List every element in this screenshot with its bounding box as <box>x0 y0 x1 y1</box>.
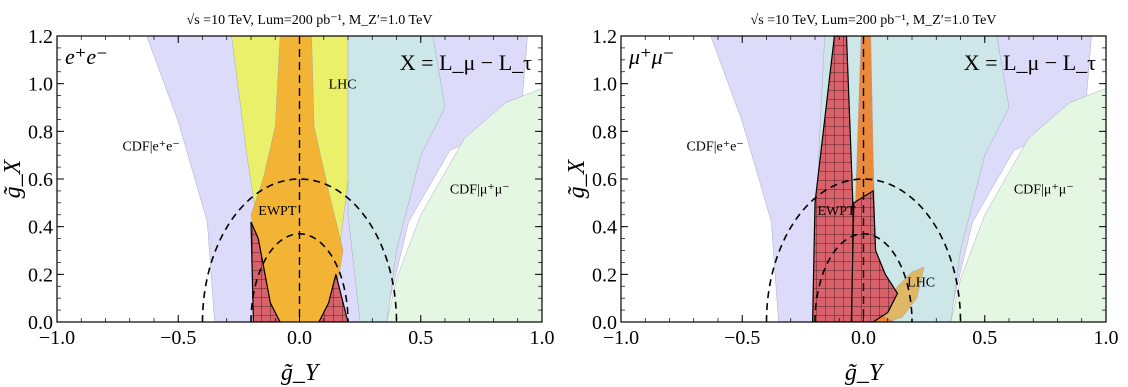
x-axis-label: g̃_Y <box>845 360 885 386</box>
region-cdf- <box>386 88 542 322</box>
y-tick-label: 0.6 <box>28 169 53 191</box>
x-tick-label: −1.0 <box>603 327 639 349</box>
y-tick-label: 0.6 <box>592 169 617 191</box>
excluded-region <box>318 274 349 322</box>
region-label: LHC <box>907 275 935 290</box>
y-tick-label: 0.8 <box>592 121 617 143</box>
chart-panel-mumu: −1.0 −0.5 0.0 0.5 1.0 0.0 0.2 0.4 0.6 0.8 1.0 1.2 √s… <box>564 0 1128 387</box>
y-tick-label: 0.0 <box>28 312 53 334</box>
y-tick-label: 1.2 <box>28 26 53 48</box>
region-label: CDF|μ⁺μ⁻ <box>1014 182 1074 197</box>
excluded-region <box>250 221 281 322</box>
model-label: X = L_μ − L_τ <box>964 50 1096 75</box>
x-tick-label: 1.0 <box>1094 327 1119 349</box>
x-tick-label: −1.0 <box>39 327 75 349</box>
y-tick-label: 0.2 <box>592 264 617 286</box>
chart-title: √s =10 TeV, Lum=200 pb⁻¹, M_Z′=1.0 TeV <box>751 13 997 28</box>
y-tick-label: 0.8 <box>28 121 53 143</box>
x-tick-label: 0.5 <box>972 327 997 349</box>
plot-area <box>146 36 542 322</box>
x-tick-label: −0.5 <box>724 327 760 349</box>
region-label: EWPT <box>258 204 297 219</box>
x-tick-label: 0.0 <box>851 327 876 349</box>
region-label: CDF|μ⁺μ⁻ <box>450 182 510 197</box>
x-tick-label: 1.0 <box>530 327 555 349</box>
dashed-ellipse <box>201 178 398 322</box>
region-cdf- <box>950 88 1106 322</box>
model-label: X = L_μ − L_τ <box>400 50 532 75</box>
y-tick-label: 1.2 <box>592 26 617 48</box>
y-axis-label: g̃_X <box>0 158 26 198</box>
chart-svg-ee: −1.0 −0.5 0.0 0.5 1.0 0.0 0.2 0.4 0.6 0.8 1.0 1.2 √s… <box>0 13 555 386</box>
excluded-region <box>811 36 855 322</box>
dashed-ellipse <box>765 178 962 322</box>
x-tick-label: 0.5 <box>408 327 433 349</box>
chart-panel-ee: −1.0 −0.5 0.0 0.5 1.0 0.0 0.2 0.4 0.6 0.8 1.0 1.2 √s… <box>0 13 555 386</box>
region-cdf-overlap <box>347 36 446 322</box>
y-tick-label: 0.4 <box>592 217 617 239</box>
y-axis-label: g̃_X <box>564 158 590 198</box>
x-tick-label: 0.0 <box>287 327 312 349</box>
y-tick-label: 1.0 <box>28 74 53 96</box>
y-tick-label: 0.0 <box>592 312 617 334</box>
region-label: EWPT <box>817 204 856 219</box>
region-ewpt <box>250 36 344 322</box>
channel-label-mumu: μ⁺μ⁻ <box>628 44 674 69</box>
chart-title: √s =10 TeV, Lum=200 pb⁻¹, M_Z′=1.0 TeV <box>187 13 433 28</box>
y-tick-label: 1.0 <box>592 74 617 96</box>
channel-label-ee: e⁺e⁻ <box>65 44 108 69</box>
x-axis-label: g̃_Y <box>281 360 321 386</box>
y-tick-label: 0.2 <box>28 264 53 286</box>
x-tick-label: −0.5 <box>160 327 196 349</box>
region-label: CDF|e⁺e⁻ <box>686 139 743 154</box>
plot-area <box>710 36 1106 322</box>
region-label: CDF|e⁺e⁻ <box>122 139 179 154</box>
chart-svg-mumu: −1.0 −0.5 0.0 0.5 1.0 0.0 0.2 0.4 0.6 0.8 1.0 1.2 √s… <box>564 13 1119 386</box>
y-tick-label: 0.4 <box>28 217 53 239</box>
region-label: LHC <box>329 77 357 92</box>
